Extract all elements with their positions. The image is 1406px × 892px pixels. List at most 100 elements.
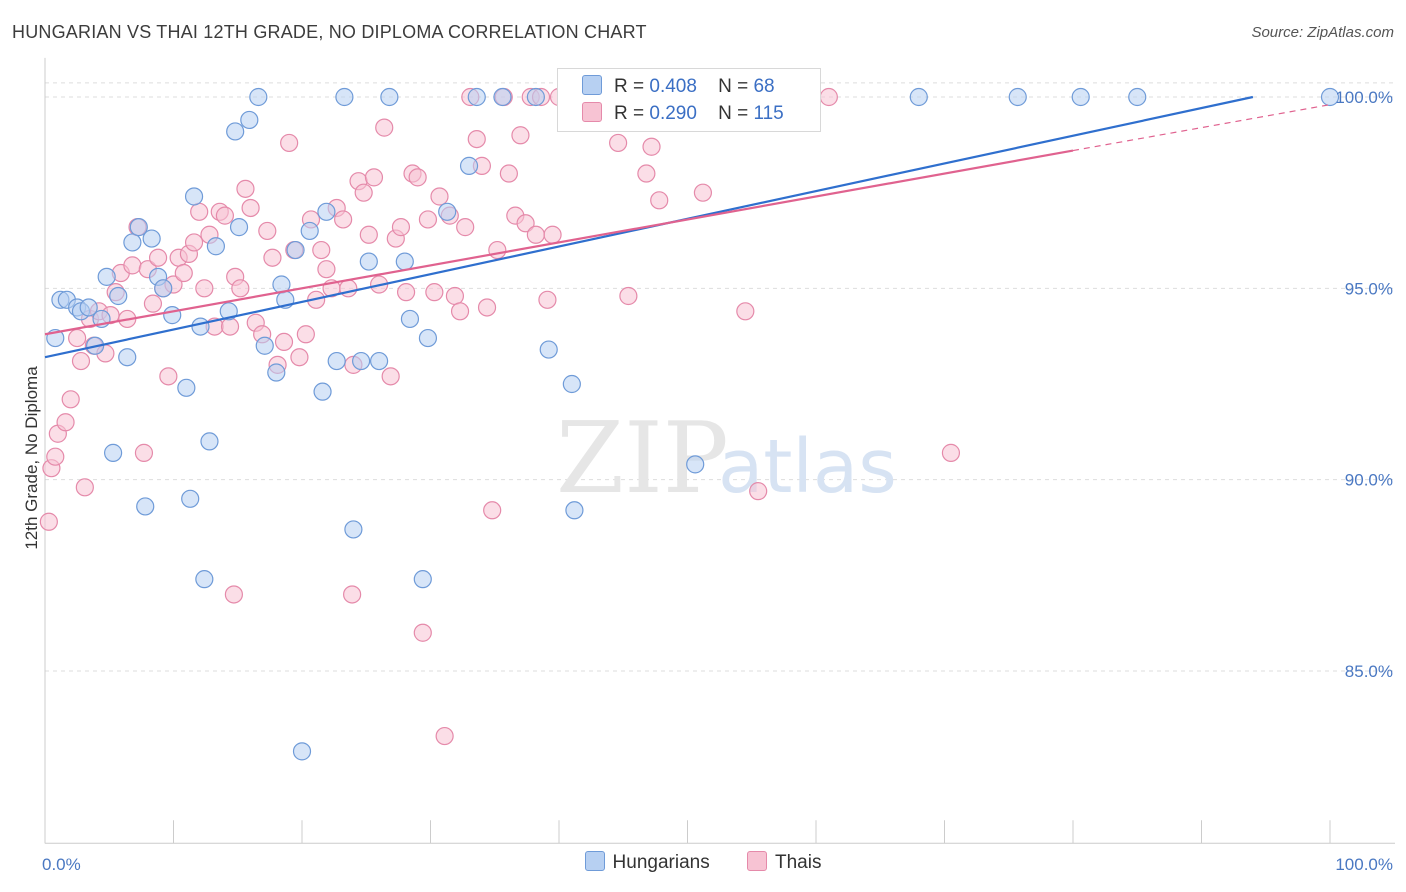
thais-point bbox=[354, 183, 373, 202]
hungarians-point bbox=[104, 443, 123, 462]
axes bbox=[44, 57, 1395, 844]
thais-point bbox=[430, 187, 449, 206]
legend-r-value: 0.408 bbox=[649, 76, 697, 97]
hungarians-point bbox=[142, 229, 161, 248]
watermark-atlas: atlas bbox=[718, 424, 897, 510]
thais-point bbox=[195, 279, 214, 298]
hungarians-point bbox=[123, 233, 142, 252]
thais-point bbox=[174, 263, 193, 283]
hungarians-point bbox=[181, 489, 200, 508]
thais-point bbox=[143, 294, 163, 313]
hungarians-point bbox=[163, 306, 182, 325]
legend-r-label: R = bbox=[614, 103, 645, 124]
thais-point bbox=[483, 501, 502, 520]
hungarians-point bbox=[1128, 87, 1147, 107]
hungarians-point bbox=[317, 202, 336, 221]
thais-point bbox=[445, 286, 465, 306]
thais-point bbox=[619, 286, 638, 306]
hungarians-point bbox=[226, 122, 245, 141]
hungarians-point bbox=[327, 351, 346, 371]
hungarians-point bbox=[686, 455, 705, 474]
hungarians-point bbox=[184, 187, 204, 206]
y-tick-label: 100.0% bbox=[1335, 88, 1393, 107]
hungarians-point bbox=[191, 317, 210, 336]
hungarians-point bbox=[240, 110, 259, 130]
series-hungarians-points bbox=[46, 87, 1340, 761]
thais-point bbox=[488, 240, 507, 260]
thais-point bbox=[650, 191, 669, 210]
legend-label-thais: Thais bbox=[774, 852, 822, 873]
thais-point bbox=[61, 390, 80, 409]
thais-point bbox=[68, 328, 87, 348]
thais-point bbox=[693, 183, 713, 202]
y-tick-label: 90.0% bbox=[1345, 471, 1393, 490]
thais-point bbox=[396, 283, 416, 302]
hungarians-point bbox=[1008, 87, 1027, 107]
hungarians-point bbox=[493, 87, 512, 107]
legend-swatch-thais bbox=[746, 851, 767, 871]
thais-point bbox=[425, 283, 444, 302]
legend-label-hungarians: Hungarians bbox=[612, 852, 710, 873]
thais-point bbox=[148, 248, 168, 267]
thais-point bbox=[263, 248, 282, 267]
thais-point bbox=[159, 367, 178, 386]
thais-point bbox=[39, 512, 58, 531]
legend-n-label: N = bbox=[718, 76, 749, 97]
gridlines bbox=[45, 82, 1395, 672]
thais-point bbox=[231, 279, 250, 298]
hungarians-point bbox=[219, 302, 238, 321]
thais-point bbox=[190, 202, 209, 221]
hungarians-point bbox=[97, 267, 116, 286]
thais-point bbox=[418, 210, 438, 229]
hungarians-point bbox=[79, 298, 98, 317]
hungarians-point bbox=[200, 432, 219, 451]
hungarians-point bbox=[413, 570, 432, 589]
thais-point bbox=[749, 482, 768, 501]
hungarians-point bbox=[467, 87, 486, 107]
source-label: Source: ZipAtlas.com bbox=[1251, 24, 1394, 41]
hungarians-point bbox=[526, 87, 545, 107]
tick-labels: 85.0% 90.0% 95.0% 100.0% 0.0% 100.0% bbox=[42, 88, 1393, 874]
thais-point bbox=[364, 168, 384, 187]
hungarians-point bbox=[352, 351, 371, 371]
hungarians-point bbox=[539, 340, 558, 359]
thais-point bbox=[184, 233, 204, 252]
thais-point bbox=[280, 133, 299, 153]
hungarians-point bbox=[344, 520, 363, 539]
thais-point bbox=[511, 126, 530, 145]
thais-point bbox=[71, 351, 91, 371]
thais-point bbox=[819, 87, 838, 107]
hungarians-point bbox=[313, 382, 332, 401]
thais-point bbox=[941, 443, 961, 462]
hungarians-point bbox=[370, 351, 389, 371]
hungarians-point bbox=[1320, 87, 1340, 107]
thais-point bbox=[467, 129, 486, 149]
thais-point bbox=[56, 413, 75, 432]
legend-n-label: N = bbox=[718, 103, 749, 124]
hungarians-point bbox=[109, 286, 128, 306]
thais-point bbox=[609, 133, 628, 153]
hungarians-point bbox=[206, 237, 226, 256]
hungarians-point bbox=[136, 497, 155, 516]
thais-point bbox=[538, 290, 557, 309]
x-tick-label-min: 0.0% bbox=[42, 855, 81, 874]
hungarians-point bbox=[335, 87, 354, 107]
series-legend: Hungarians Thais bbox=[0, 851, 1406, 874]
watermark: ZIP atlas bbox=[556, 402, 897, 516]
thais-point bbox=[450, 302, 470, 321]
legend-n-value: 115 bbox=[753, 103, 784, 124]
thais-point bbox=[334, 210, 353, 229]
thais-point bbox=[435, 726, 454, 746]
hungarians-point bbox=[154, 279, 173, 298]
legend-swatch-hungarians bbox=[582, 75, 602, 95]
thais-point bbox=[408, 168, 427, 187]
legend-n-value: 68 bbox=[753, 76, 775, 97]
y-axis-label: 12th Grade, No Diploma bbox=[22, 366, 41, 550]
series-thais-points bbox=[39, 87, 961, 746]
legend-row-thais: R = 0.290 N = 115 bbox=[582, 102, 784, 128]
legend-item-thais: Thais bbox=[746, 851, 822, 874]
thais-point bbox=[123, 256, 142, 275]
legend-r-label: R = bbox=[614, 76, 645, 97]
hungarians-point bbox=[300, 221, 319, 241]
hungarians-point bbox=[459, 156, 479, 175]
